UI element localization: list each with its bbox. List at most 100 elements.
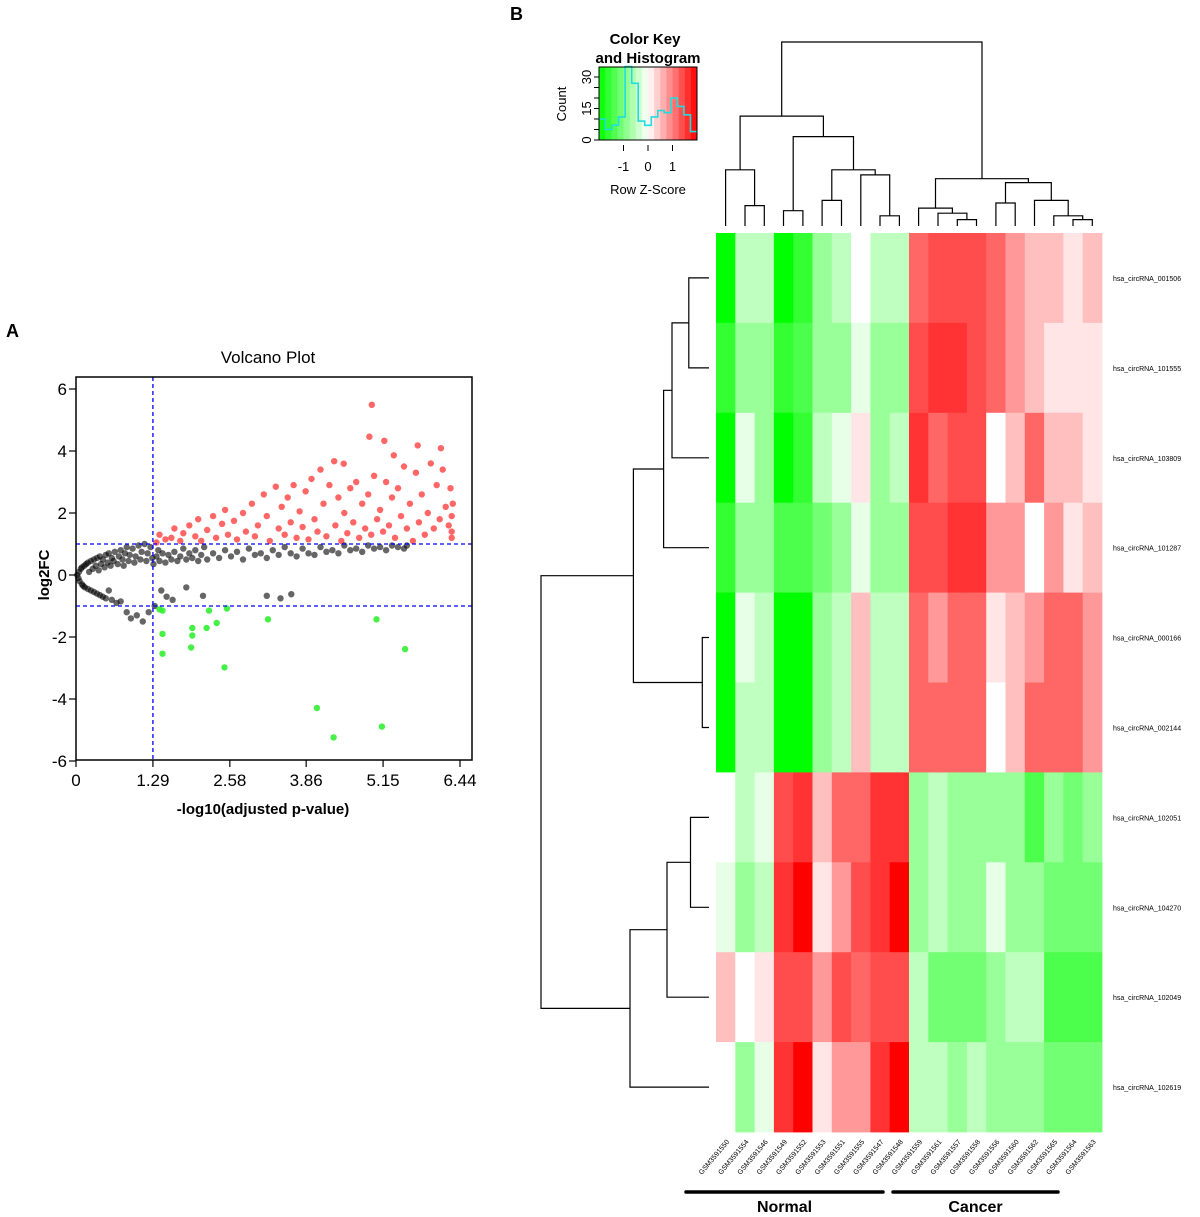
point-not-significant	[365, 542, 372, 549]
point-not-significant	[353, 545, 360, 552]
heatmap-cell	[928, 862, 948, 953]
heatmap-cell	[1082, 502, 1103, 593]
x-tick-label: 5.15	[367, 771, 400, 790]
heatmap-cell	[947, 592, 968, 683]
heatmap-cell	[1024, 682, 1045, 773]
point-not-significant	[293, 553, 300, 560]
point-up	[287, 519, 294, 526]
heatmap-cell	[1044, 952, 1064, 1043]
color-key-count-label: Count	[554, 86, 569, 121]
heatmap-cell	[851, 952, 871, 1043]
color-key-histogram	[599, 65, 697, 133]
dendrogram-link	[725, 169, 756, 226]
point-not-significant	[120, 562, 127, 569]
point-down	[221, 664, 228, 671]
y-tick-label: 0	[58, 566, 67, 585]
heatmap-cell	[986, 1042, 1006, 1133]
point-up	[212, 534, 220, 541]
point-not-significant	[117, 598, 124, 605]
heatmap-cell	[812, 322, 833, 414]
point-up	[204, 526, 211, 534]
point-up	[424, 509, 431, 517]
point-not-significant	[281, 543, 288, 551]
heatmap-cell	[773, 952, 794, 1043]
row-label: hsa_circRNA_002144	[1113, 726, 1181, 733]
heatmap-cell	[909, 233, 929, 324]
heatmap-cell	[793, 233, 813, 324]
point-not-significant	[394, 543, 402, 551]
heatmap-cell	[1044, 862, 1064, 953]
heatmap-cell	[909, 502, 929, 593]
heatmap-cell	[1024, 1042, 1045, 1133]
point-up	[331, 458, 338, 465]
point-not-significant	[105, 587, 113, 594]
point-not-significant	[288, 591, 295, 598]
point-down	[313, 704, 321, 712]
point-up	[168, 534, 175, 541]
heatmap-cell	[735, 682, 755, 773]
heatmap-cell	[870, 502, 891, 593]
point-up	[366, 433, 373, 440]
point-up	[362, 525, 369, 532]
heatmap-cell	[1063, 322, 1084, 414]
heatmap-cell	[947, 233, 968, 324]
heatmap-cell	[966, 862, 987, 953]
heatmap-cell	[909, 682, 929, 773]
point-not-significant	[133, 612, 140, 619]
heatmap-cell	[1063, 952, 1084, 1043]
dendrogram-link	[671, 322, 709, 459]
heatmap-cell	[851, 233, 871, 324]
point-up	[272, 483, 279, 490]
color-key-swatch	[672, 67, 680, 140]
heatmap-cell	[986, 952, 1006, 1043]
heatmap-cell	[1024, 322, 1045, 414]
point-not-significant	[382, 547, 390, 554]
heatmap-cell	[773, 233, 794, 324]
color-key-swatch	[678, 67, 686, 140]
heatmap-cell	[870, 233, 891, 324]
heatmap-cell	[773, 502, 794, 593]
point-up	[415, 519, 423, 526]
histogram-line	[599, 65, 697, 133]
y-tick-label: -6	[52, 752, 67, 771]
point-up	[233, 536, 241, 543]
point-up	[447, 485, 454, 492]
point-up	[305, 536, 312, 543]
x-tick-label: 1.29	[136, 771, 169, 790]
color-key-x-tick-label: -1	[618, 159, 630, 174]
color-key-y-tick-label: 30	[579, 70, 594, 84]
heatmap-cell	[812, 502, 833, 593]
dendrogram-link	[688, 277, 709, 369]
point-not-significant	[323, 548, 330, 555]
color-key-title-line1: Color Key	[610, 31, 682, 48]
heatmap-cell	[812, 233, 833, 324]
heatmap-cell	[716, 322, 736, 414]
point-down	[189, 624, 196, 632]
heatmap-cell	[1024, 952, 1045, 1043]
heatmap-cell	[966, 772, 987, 863]
dendrogram-link	[995, 202, 1016, 226]
heatmap-cell	[1024, 862, 1045, 953]
heatmap-cell	[889, 862, 910, 953]
color-key-swatch	[617, 67, 624, 140]
y-tick-label: 6	[58, 380, 67, 399]
point-not-significant	[263, 554, 270, 562]
color-key-swatch	[605, 67, 612, 140]
point-not-significant	[227, 553, 235, 560]
heatmap-cell	[928, 233, 948, 324]
point-up	[433, 481, 440, 489]
row-label: hsa_circRNA_103809	[1113, 456, 1181, 463]
heatmap-cell	[735, 952, 755, 1043]
threshold-lines	[76, 377, 472, 760]
point-not-significant	[174, 557, 181, 565]
point-up	[379, 528, 387, 535]
heatmap-cell	[812, 592, 833, 683]
point-down	[159, 650, 166, 657]
point-not-significant	[335, 550, 342, 557]
point-up	[350, 519, 357, 526]
group-label: Cancer	[948, 1199, 1002, 1216]
point-not-significant	[123, 609, 130, 616]
heatmap-cell	[1024, 502, 1045, 593]
heatmap-cell	[966, 1042, 987, 1133]
heatmap-cell	[1005, 862, 1026, 953]
